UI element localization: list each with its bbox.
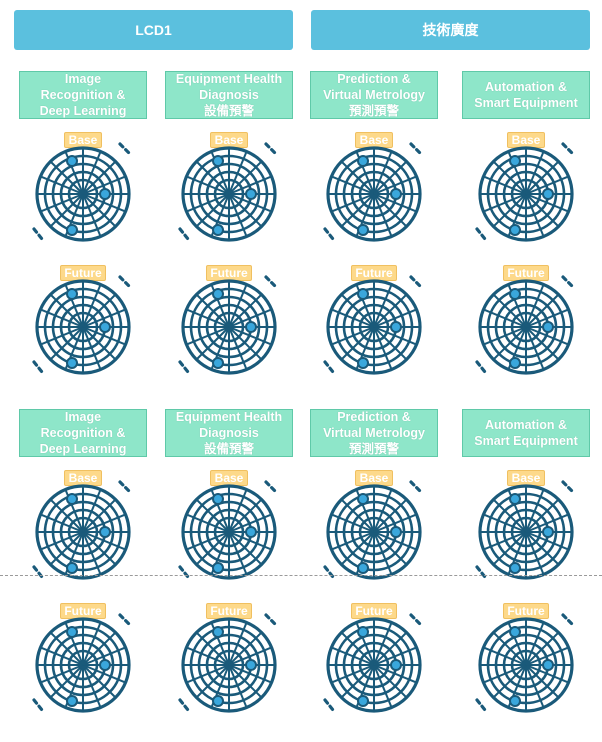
- radar-icon: [176, 612, 282, 718]
- radar-icon: [473, 141, 579, 247]
- header-lcd1: LCD1: [14, 10, 293, 50]
- page-break-divider: [0, 575, 602, 576]
- radar-icon: [176, 274, 282, 380]
- category-automation: Automation & Smart Equipment: [462, 409, 590, 457]
- radar-icon: [473, 479, 579, 585]
- category-label-line: Prediction &: [337, 410, 411, 424]
- radar-icon: [321, 479, 427, 585]
- category-label-line: Image: [64, 410, 102, 424]
- radar-icon: [30, 141, 136, 247]
- category-label-line: 預測預警: [348, 104, 399, 118]
- category-equipment-health: Equipment Health Diagnosis 設備預警: [165, 71, 293, 119]
- category-image-recognition: Image Recognition & Deep Learning: [19, 409, 147, 457]
- category-label-line: Smart Equipment: [474, 96, 578, 110]
- base-badge: Base: [210, 470, 248, 486]
- category-prediction: Prediction & Virtual Metrology 預測預警: [310, 71, 438, 119]
- future-badge: Future: [503, 603, 549, 619]
- future-badge: Future: [206, 265, 252, 281]
- category-prediction: Prediction & Virtual Metrology 預測預警: [310, 409, 438, 457]
- radar-icon: [176, 141, 282, 247]
- radar-icon: [473, 274, 579, 380]
- category-equipment-health: Equipment Health Diagnosis 設備預警: [165, 409, 293, 457]
- future-badge: Future: [503, 265, 549, 281]
- category-label-line: 設備預警: [203, 104, 254, 118]
- category-label-line: Prediction &: [337, 72, 411, 86]
- radar-icon: [321, 612, 427, 718]
- category-label-line: Diagnosis: [199, 88, 259, 102]
- radar-icon: [176, 479, 282, 585]
- category-automation: Automation & Smart Equipment: [462, 71, 590, 119]
- radar-icon: [30, 274, 136, 380]
- base-badge: Base: [64, 132, 102, 148]
- category-label-line: Smart Equipment: [474, 434, 578, 448]
- radar-icon: [321, 141, 427, 247]
- base-badge: Base: [507, 470, 545, 486]
- category-image-recognition: Image Recognition & Deep Learning: [19, 71, 147, 119]
- category-label-line: Virtual Metrology: [323, 426, 425, 440]
- category-label-line: Virtual Metrology: [323, 88, 425, 102]
- category-label-line: Diagnosis: [199, 426, 259, 440]
- future-badge: Future: [60, 603, 106, 619]
- radar-icon: [321, 274, 427, 380]
- radar-icon: [30, 612, 136, 718]
- base-badge: Base: [507, 132, 545, 148]
- radar-icon: [473, 612, 579, 718]
- category-label-line: Equipment Health: [175, 72, 283, 86]
- category-label-line: Recognition &: [40, 426, 126, 440]
- category-label-line: Recognition &: [40, 88, 126, 102]
- header-tech-breadth: 技術廣度: [311, 10, 590, 50]
- radar-icon: [30, 479, 136, 585]
- category-label-line: 預測預警: [348, 442, 399, 456]
- category-label-line: Equipment Health: [175, 410, 283, 424]
- category-label-line: Deep Learning: [39, 442, 127, 456]
- category-label-line: Automation &: [485, 80, 567, 94]
- category-label-line: Automation &: [485, 418, 567, 432]
- category-label-line: 設備預警: [203, 442, 254, 456]
- future-badge: Future: [60, 265, 106, 281]
- category-label-line: Deep Learning: [39, 104, 127, 118]
- category-label-line: Image: [64, 72, 102, 86]
